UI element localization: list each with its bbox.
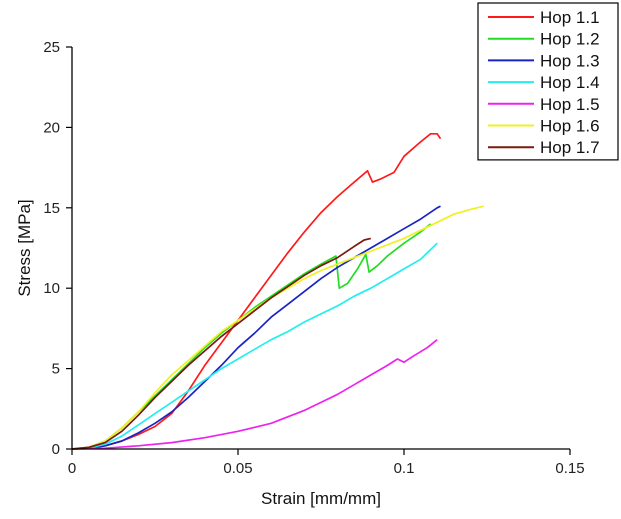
plot-lines bbox=[71, 132, 484, 450]
legend-label: Hop 1.5 bbox=[540, 95, 600, 114]
y-tick-label: 15 bbox=[43, 200, 60, 217]
legend-label: Hop 1.1 bbox=[540, 8, 600, 27]
series-line-7 bbox=[71, 237, 372, 450]
x-axis-title: Strain [mm/mm] bbox=[261, 489, 381, 508]
legend: Hop 1.1 Hop 1.2 Hop 1.3 Hop 1.4 Hop 1.5 Hop 1… bbox=[477, 2, 619, 161]
series-line-6 bbox=[71, 205, 484, 450]
x-tick-label: 0.05 bbox=[223, 460, 252, 477]
y-tick-label: 20 bbox=[43, 119, 60, 136]
legend-label: Hop 1.7 bbox=[540, 138, 600, 157]
y-axis-title: Stress [MPa] bbox=[15, 199, 34, 296]
x-tick-label: 0 bbox=[68, 460, 76, 477]
legend-label: Hop 1.6 bbox=[540, 117, 600, 136]
legend-label: Hop 1.4 bbox=[540, 73, 600, 92]
x-tick-label: 0.15 bbox=[555, 460, 584, 477]
y-tick-label: 0 bbox=[52, 441, 60, 458]
series-line-3 bbox=[71, 205, 441, 450]
series-line-1 bbox=[71, 132, 442, 450]
y-tick-label: 25 bbox=[43, 39, 60, 56]
y-tick-label: 10 bbox=[43, 280, 60, 297]
series-line-4 bbox=[71, 242, 438, 450]
x-tick-label: 0.1 bbox=[394, 460, 415, 477]
series-line-5 bbox=[71, 339, 438, 450]
legend-label: Hop 1.3 bbox=[540, 51, 600, 70]
y-ticks: 0 5 10 15 20 25 bbox=[43, 39, 72, 458]
y-tick-label: 5 bbox=[52, 361, 60, 378]
x-ticks: 0 0.05 0.1 0.15 bbox=[68, 449, 585, 477]
legend-label: Hop 1.2 bbox=[540, 30, 600, 49]
